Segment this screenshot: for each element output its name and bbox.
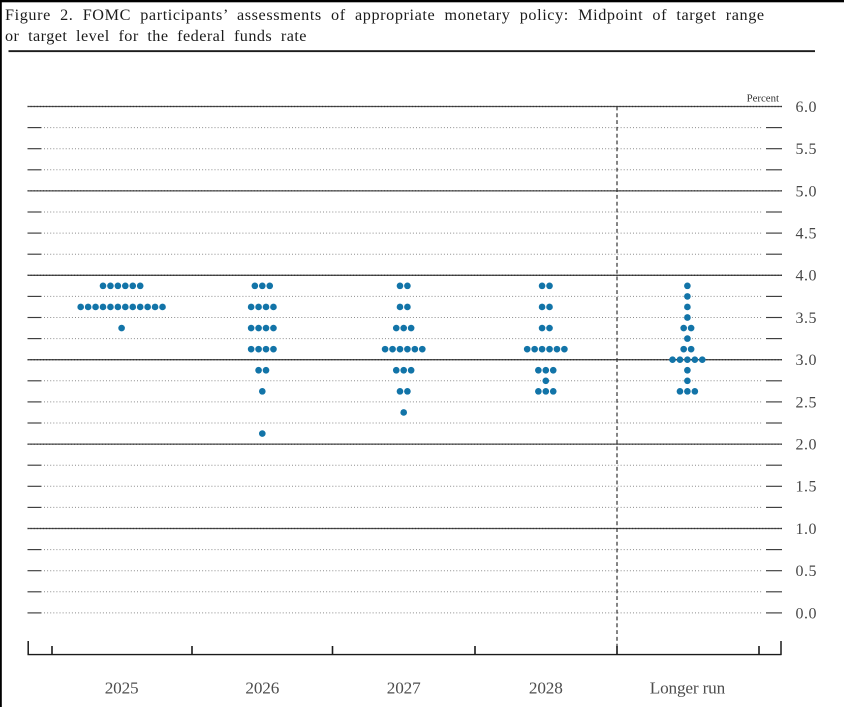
svg-text:2.0: 2.0 <box>796 437 818 454</box>
svg-text:3.0: 3.0 <box>796 352 818 369</box>
svg-text:Percent: Percent <box>747 93 779 105</box>
svg-text:or target level for the federa: or target level for the federal funds ra… <box>5 27 307 45</box>
svg-text:1.0: 1.0 <box>796 521 818 538</box>
svg-text:2027: 2027 <box>387 678 421 697</box>
svg-text:Longer run: Longer run <box>650 678 726 697</box>
svg-text:1.5: 1.5 <box>796 479 818 496</box>
svg-text:0.0: 0.0 <box>796 605 818 622</box>
svg-text:0.5: 0.5 <box>796 563 818 580</box>
svg-text:5.5: 5.5 <box>796 141 818 158</box>
svg-text:2026: 2026 <box>245 678 279 697</box>
svg-text:4.5: 4.5 <box>796 226 818 243</box>
svg-text:2025: 2025 <box>105 678 139 697</box>
svg-text:5.0: 5.0 <box>796 183 818 200</box>
svg-text:4.0: 4.0 <box>796 268 818 285</box>
svg-text:Figure 2. FOMC participants’: Figure 2. FOMC participants’ assessments… <box>5 6 765 24</box>
svg-text:2028: 2028 <box>529 678 563 697</box>
svg-text:6.0: 6.0 <box>796 99 818 116</box>
svg-text:3.5: 3.5 <box>796 310 818 327</box>
svg-text:2.5: 2.5 <box>796 394 818 411</box>
